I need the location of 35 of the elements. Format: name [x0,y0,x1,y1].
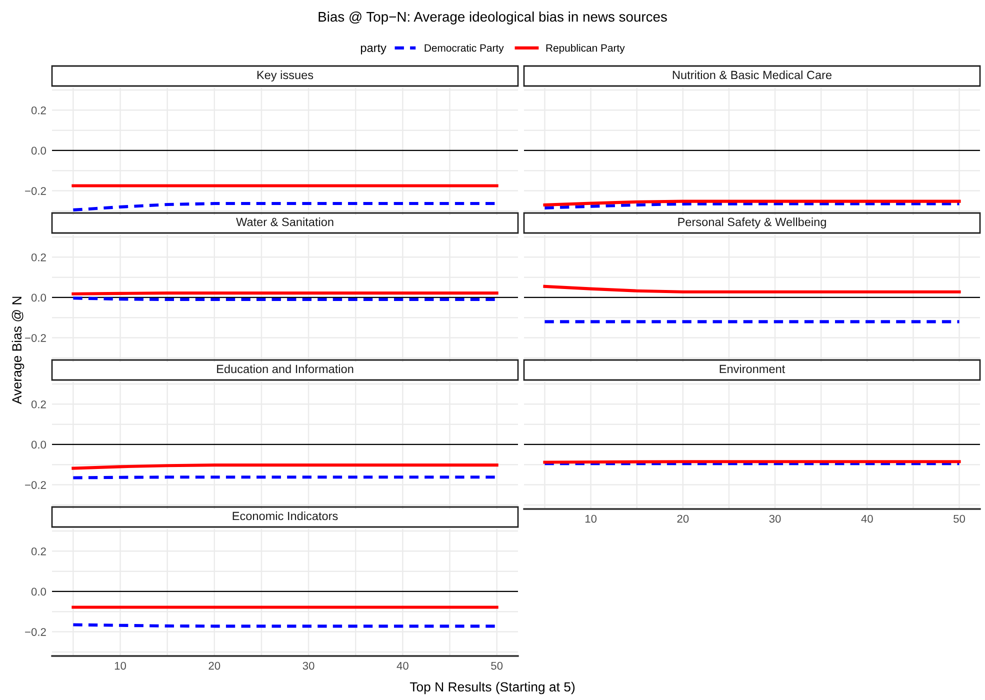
text: Bias @ Top−N: Average ideological bias in news sources [318,12,667,24]
y-tick-label: 0.2 [31,253,46,262]
x-tick-label: 20 [208,662,220,670]
y-tick-label: −0.2 [25,628,46,636]
x-tick-label: 10 [114,662,126,670]
x-tick-label: 50 [954,514,966,523]
y-tick-label: −0.2 [25,334,46,342]
chart-title: Personal Safety & Wellbeing [678,217,826,228]
x-tick-label: 40 [396,662,408,670]
chart-title: Environment [720,364,786,374]
y-tick-label: 0.2 [31,400,46,408]
y-tick-label: 0.0 [31,440,46,449]
legend-label: Democratic Party [424,44,504,54]
x-tick-label: 50 [491,662,503,670]
y-tick-label: −0.2 [25,187,46,195]
chart-title: Water & Sanitation [236,217,334,226]
x-tick-label: 30 [769,514,781,523]
legend-label: Republican Party [546,44,625,54]
y-tick-label: 0.0 [31,588,46,596]
x-tick-label: 30 [302,662,314,670]
chart-title: Economic Indicators [232,511,338,520]
y-tick-label: 0.0 [31,146,46,155]
y-tick-label: 0.2 [31,106,46,114]
x-axis-title: Top N Results (Starting at 5) [410,682,575,694]
legend-title: party [360,44,386,54]
y-tick-label: −0.2 [25,481,46,489]
x-tick-label: 10 [585,514,597,523]
chart-title: Key issues [257,70,314,82]
chart-title: Education and Information [217,364,354,374]
y-tick-label: 0.0 [31,294,46,302]
y-tick-label: 0.2 [31,547,46,556]
chart-title: Nutrition & Basic Medical Care [672,70,832,80]
x-tick-label: 40 [861,514,873,523]
y-axis-title: Average Bias @ N [12,296,24,404]
x-tick-label: 20 [677,514,689,523]
